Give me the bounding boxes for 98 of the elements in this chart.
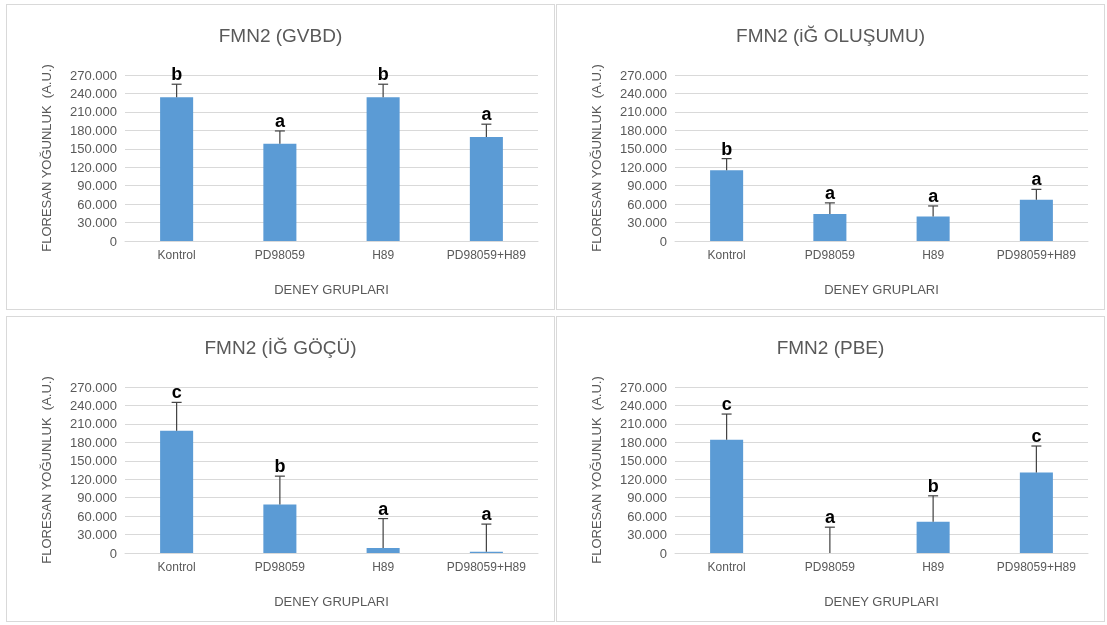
- y-tick-label: 0: [659, 233, 667, 249]
- bar: [916, 521, 950, 553]
- y-tick-label: 180.000: [70, 434, 117, 450]
- bar: [710, 439, 744, 553]
- y-tick-label: 120.000: [620, 159, 667, 175]
- y-axis-title: FLORESAN YOĞUNLUK (A.U.): [589, 64, 604, 252]
- annotation: b: [274, 456, 286, 477]
- x-tick-label: H89: [372, 248, 395, 262]
- bar: [160, 97, 194, 241]
- x-tick-label: Kontrol: [157, 248, 196, 262]
- y-tick-label: 150.000: [70, 141, 117, 157]
- x-tick-label: PD98059+H89: [446, 248, 527, 262]
- x-axis-title: DENEY GRUPLARI: [824, 282, 939, 297]
- y-tick-label: 120.000: [70, 159, 117, 175]
- x-tick-label: PD98059+H89: [446, 560, 527, 574]
- y-tick-label: 210.000: [70, 104, 117, 120]
- x-tick-label: PD98059: [254, 560, 306, 574]
- x-tick-label: PD98059: [254, 248, 306, 262]
- x-tick-label: Kontrol: [157, 560, 196, 574]
- annotation: a: [824, 507, 836, 528]
- y-tick-label: 90.000: [627, 490, 667, 506]
- x-axis-title: DENEY GRUPLARI: [824, 594, 939, 609]
- annotation: b: [721, 138, 733, 159]
- x-axis-title: DENEY GRUPLARI: [274, 282, 389, 297]
- y-tick-label: 150.000: [70, 453, 117, 469]
- x-tick-label: PD98059: [804, 560, 856, 574]
- y-tick-label: 270.000: [70, 67, 117, 83]
- y-tick-label: 240.000: [620, 397, 667, 413]
- y-tick-label: 210.000: [620, 416, 667, 432]
- y-tick-label: 0: [109, 545, 117, 561]
- annotation: a: [1031, 169, 1043, 190]
- y-tick-label: 60.000: [77, 196, 117, 212]
- y-tick-label: 60.000: [627, 196, 667, 212]
- annotation: a: [824, 182, 836, 203]
- y-tick-label: 30.000: [627, 527, 667, 543]
- chart-title: FMN2 (iĞ OLUŞUMU): [736, 25, 925, 46]
- y-tick-label: 150.000: [620, 141, 667, 157]
- x-axis-title: DENEY GRUPLARI: [274, 594, 389, 609]
- y-axis-title: FLORESAN YOĞUNLUK (A.U.): [589, 376, 604, 564]
- y-tick-label: 210.000: [70, 416, 117, 432]
- y-tick-label: 180.000: [620, 434, 667, 450]
- bar: [160, 430, 194, 553]
- x-tick-label: PD98059+H89: [996, 248, 1077, 262]
- annotation: a: [481, 104, 493, 125]
- y-tick-label: 0: [109, 233, 117, 249]
- annotation: a: [928, 185, 940, 206]
- annotation: a: [274, 110, 286, 131]
- y-tick-label: 60.000: [627, 508, 667, 524]
- y-tick-label: 210.000: [620, 104, 667, 120]
- bar: [469, 137, 503, 241]
- y-tick-label: 120.000: [620, 471, 667, 487]
- chart-title: FMN2 (İĞ GÖÇÜ): [204, 337, 357, 358]
- annotation: a: [378, 498, 390, 519]
- y-tick-label: 30.000: [77, 527, 117, 543]
- y-tick-label: 90.000: [627, 178, 667, 194]
- chart-title: FMN2 (PBE): [776, 337, 885, 358]
- y-tick-label: 240.000: [70, 85, 117, 101]
- x-tick-label: PD98059: [804, 248, 856, 262]
- annotation: b: [377, 64, 389, 85]
- annotation: b: [171, 64, 183, 85]
- y-tick-label: 30.000: [77, 215, 117, 231]
- y-tick-label: 0: [659, 545, 667, 561]
- y-tick-label: 90.000: [77, 178, 117, 194]
- x-tick-label: H89: [922, 560, 945, 574]
- bar: [916, 216, 950, 241]
- bar: [710, 170, 744, 241]
- bar: [366, 97, 400, 241]
- y-tick-label: 30.000: [627, 215, 667, 231]
- bar: [366, 548, 400, 553]
- annotation: c: [1031, 426, 1042, 447]
- y-tick-label: 270.000: [70, 379, 117, 395]
- y-axis-title: FLORESAN YOĞUNLUK (A.U.): [39, 64, 54, 252]
- bar: [1019, 472, 1053, 553]
- y-tick-label: 90.000: [77, 490, 117, 506]
- bar: [263, 504, 297, 553]
- y-tick-label: 60.000: [77, 508, 117, 524]
- y-tick-label: 150.000: [620, 453, 667, 469]
- x-tick-label: H89: [922, 248, 945, 262]
- x-tick-label: Kontrol: [707, 560, 746, 574]
- y-tick-label: 180.000: [70, 122, 117, 138]
- annotation: c: [721, 394, 732, 415]
- bar: [263, 143, 297, 241]
- x-tick-label: Kontrol: [707, 248, 746, 262]
- y-tick-label: 240.000: [70, 397, 117, 413]
- chart-title: FMN2 (GVBD): [218, 25, 343, 46]
- y-tick-label: 120.000: [70, 471, 117, 487]
- bar: [813, 213, 847, 241]
- y-tick-label: 270.000: [620, 379, 667, 395]
- y-tick-label: 270.000: [620, 67, 667, 83]
- annotation: c: [171, 382, 182, 403]
- y-tick-label: 240.000: [620, 85, 667, 101]
- x-tick-label: H89: [372, 560, 395, 574]
- x-tick-label: PD98059+H89: [996, 560, 1077, 574]
- annotation: a: [481, 504, 493, 525]
- y-tick-label: 180.000: [620, 122, 667, 138]
- y-axis-title: FLORESAN YOĞUNLUK (A.U.): [39, 376, 54, 564]
- bar: [1019, 199, 1053, 241]
- annotation: b: [927, 475, 939, 496]
